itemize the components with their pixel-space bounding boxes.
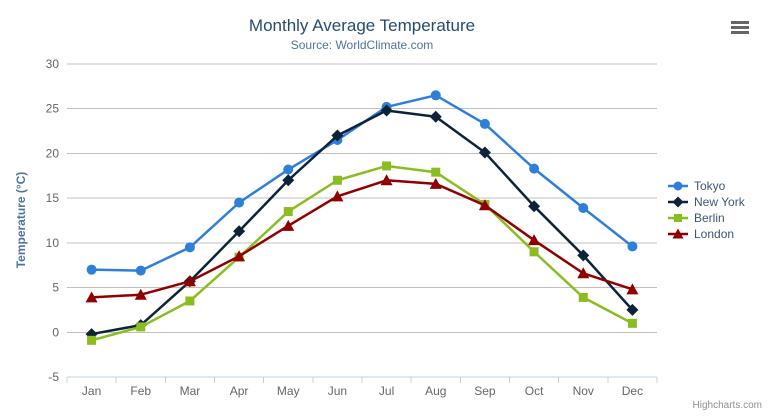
chart-subtitle: Source: WorldClimate.com xyxy=(291,38,434,52)
point-tokyo-jan[interactable] xyxy=(86,264,97,275)
point-london-apr[interactable] xyxy=(233,250,246,262)
y-axis-title: Temperature (°C) xyxy=(14,172,28,269)
point-berlin-mar[interactable] xyxy=(185,296,195,306)
x-tick-label-nov: Nov xyxy=(573,384,594,398)
point-london-may[interactable] xyxy=(282,219,295,231)
chart-title: Monthly Average Temperature xyxy=(249,16,475,35)
series-new-york xyxy=(85,104,639,341)
point-tokyo-nov[interactable] xyxy=(578,202,589,213)
export-menu-button[interactable] xyxy=(728,17,752,38)
legend-marker-new-york xyxy=(672,196,684,208)
point-london-mar[interactable] xyxy=(183,275,196,287)
x-tick-label-oct: Oct xyxy=(525,384,544,398)
x-tick-label-dec: Dec xyxy=(622,384,643,398)
x-tick-label-feb: Feb xyxy=(130,384,151,398)
point-london-jul[interactable] xyxy=(380,174,393,186)
legend-marker-berlin xyxy=(674,214,682,222)
point-london-feb[interactable] xyxy=(134,288,147,300)
point-tokyo-dec[interactable] xyxy=(627,241,638,252)
y-tick-label: 0 xyxy=(52,325,59,339)
point-berlin-nov[interactable] xyxy=(578,292,588,302)
legend-item-berlin[interactable]: Berlin xyxy=(668,211,725,225)
point-london-dec[interactable] xyxy=(626,283,639,295)
point-new-york-sep[interactable] xyxy=(478,146,491,159)
legend-marker-tokyo xyxy=(673,181,683,191)
point-tokyo-may[interactable] xyxy=(283,164,294,175)
legend: Tokyo New York Berlin London xyxy=(668,179,746,241)
point-tokyo-apr[interactable] xyxy=(234,197,245,208)
y-tick-label: 20 xyxy=(46,146,60,160)
y-tick-label: 25 xyxy=(46,102,60,116)
point-berlin-feb[interactable] xyxy=(136,322,146,332)
y-tick-label: 15 xyxy=(46,191,60,205)
x-tick-label-jul: Jul xyxy=(379,384,394,398)
series-london xyxy=(85,174,639,303)
point-new-york-jun[interactable] xyxy=(331,129,344,142)
point-berlin-jan[interactable] xyxy=(87,335,97,345)
hamburger-icon xyxy=(731,21,749,24)
series-line-berlin xyxy=(90,164,634,342)
point-london-nov[interactable] xyxy=(577,267,590,279)
x-tick-label-mar: Mar xyxy=(180,384,201,398)
point-berlin-jul[interactable] xyxy=(382,161,392,171)
series-group xyxy=(85,90,639,345)
y-axis-labels: -5 0 5 10 15 20 25 30 xyxy=(46,57,60,384)
point-berlin-oct[interactable] xyxy=(529,247,539,257)
point-london-aug[interactable] xyxy=(429,177,442,189)
point-london-jan[interactable] xyxy=(85,291,98,303)
x-tick-label-may: May xyxy=(277,384,300,398)
legend-item-new-york[interactable]: New York xyxy=(668,195,746,209)
y-tick-label: 30 xyxy=(46,57,60,71)
point-new-york-nov[interactable] xyxy=(577,249,590,262)
point-berlin-may[interactable] xyxy=(283,207,293,217)
series-line-new-york xyxy=(90,109,634,336)
y-tick-label: 10 xyxy=(46,236,60,250)
legend-item-london[interactable]: London xyxy=(668,227,734,241)
point-london-oct[interactable] xyxy=(528,234,541,246)
legend-item-tokyo[interactable]: Tokyo xyxy=(668,179,726,193)
point-tokyo-feb[interactable] xyxy=(135,265,146,276)
point-new-york-apr[interactable] xyxy=(233,225,246,238)
legend-label-london: London xyxy=(694,227,734,241)
series-line-london xyxy=(90,179,634,299)
point-berlin-aug[interactable] xyxy=(431,167,441,177)
point-new-york-dec[interactable] xyxy=(626,303,639,316)
point-new-york-aug[interactable] xyxy=(429,110,442,123)
series-tokyo xyxy=(86,90,638,276)
x-tick-label-aug: Aug xyxy=(425,384,446,398)
x-tick-label-jan: Jan xyxy=(82,384,101,398)
legend-label-new-york: New York xyxy=(694,195,746,209)
point-berlin-jun[interactable] xyxy=(332,175,342,185)
credits-link[interactable]: Highcharts.com xyxy=(693,400,762,411)
legend-marker-london xyxy=(672,228,684,239)
legend-label-berlin: Berlin xyxy=(694,211,725,225)
gridlines xyxy=(67,63,657,378)
point-london-jun[interactable] xyxy=(331,190,344,202)
legend-label-tokyo: Tokyo xyxy=(694,179,726,193)
y-tick-label: 5 xyxy=(52,281,59,295)
point-new-york-oct[interactable] xyxy=(528,200,541,213)
point-tokyo-sep[interactable] xyxy=(479,118,490,129)
point-berlin-dec[interactable] xyxy=(627,318,637,328)
point-tokyo-oct[interactable] xyxy=(529,163,540,174)
point-new-york-jul[interactable] xyxy=(380,104,393,117)
x-axis: Jan Feb Mar Apr May Jun Jul Aug Sep Oct Nov Dec xyxy=(66,376,658,398)
x-tick-label-apr: Apr xyxy=(230,384,249,398)
point-tokyo-aug[interactable] xyxy=(430,90,441,101)
y-tick-label: -5 xyxy=(48,370,59,384)
point-new-york-may[interactable] xyxy=(282,174,295,187)
series-line-tokyo xyxy=(90,94,634,272)
point-tokyo-mar[interactable] xyxy=(184,242,195,253)
x-tick-label-sep: Sep xyxy=(474,384,496,398)
point-london-sep[interactable] xyxy=(478,199,491,211)
x-tick-label-jun: Jun xyxy=(328,384,347,398)
